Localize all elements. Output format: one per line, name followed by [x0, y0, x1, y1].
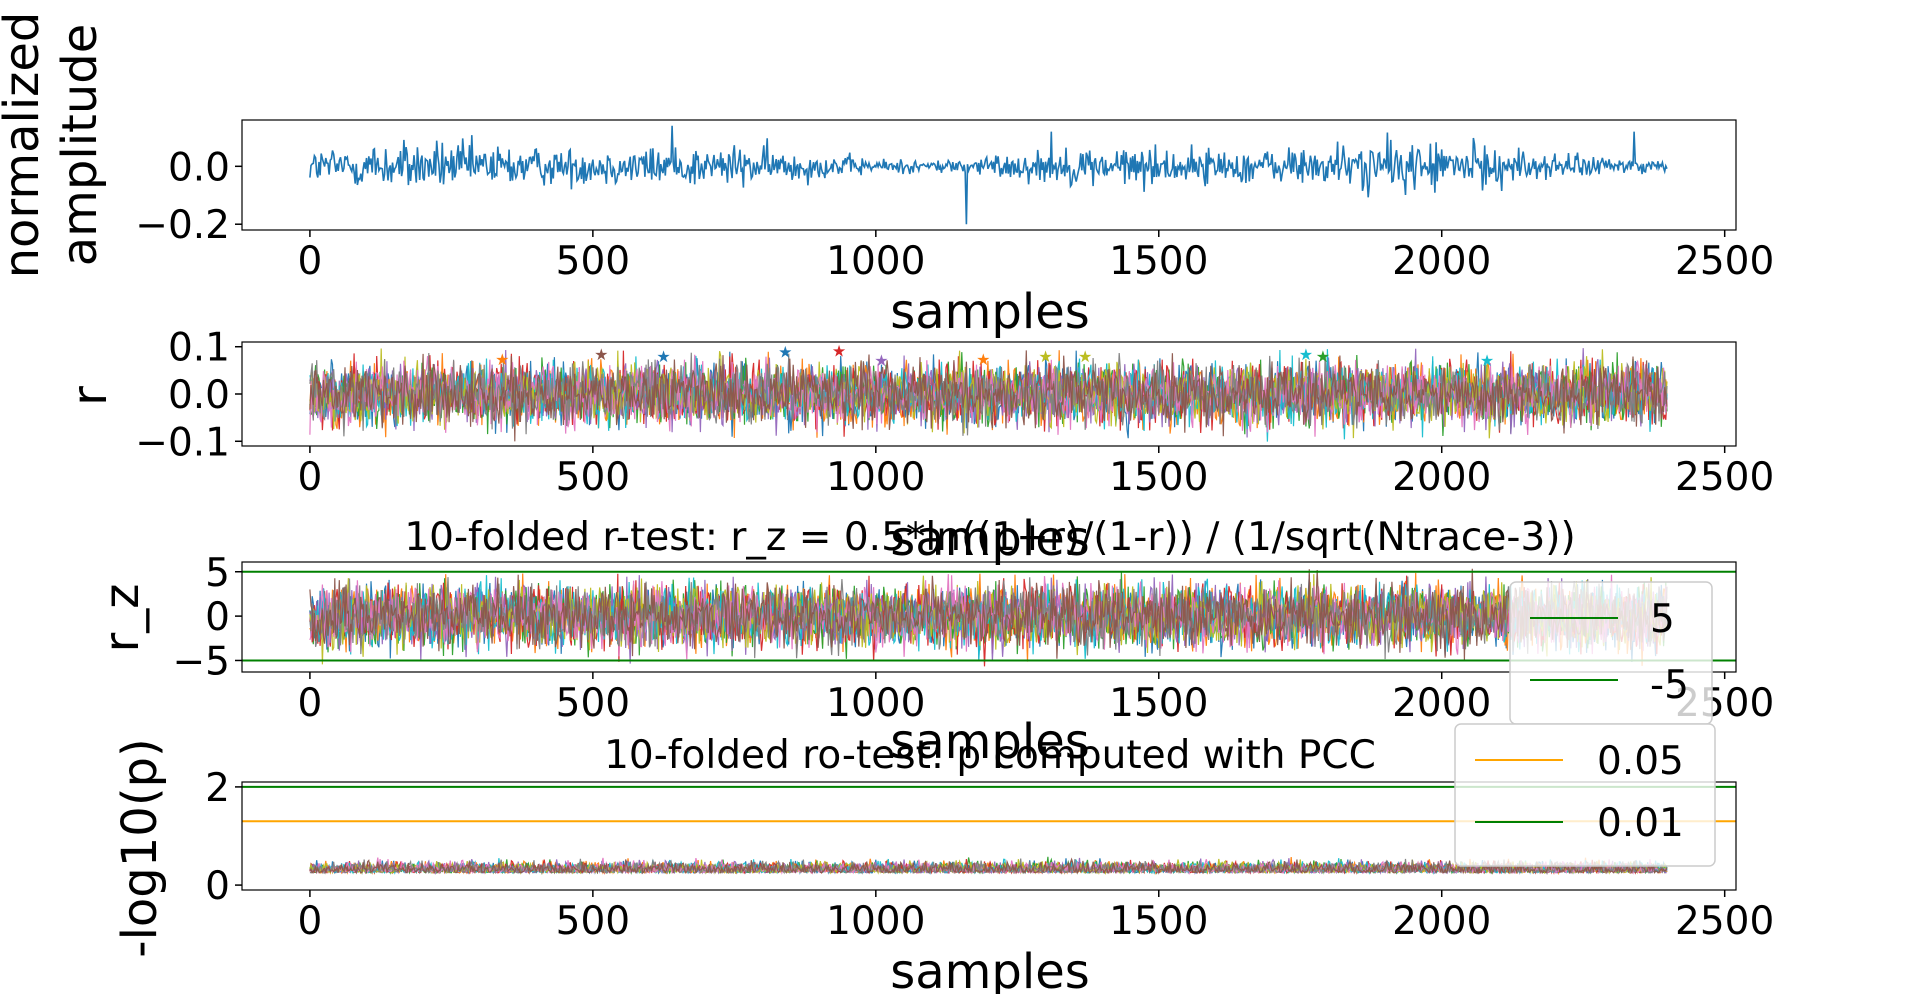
panel3-legend-label-5: 5: [1650, 597, 1675, 642]
panel2-ytick-label: 0.0: [168, 373, 230, 418]
panel4-xtick-label: 1000: [826, 899, 925, 944]
panel1-series-line: [309, 125, 1668, 225]
panel2-ticks: 0 500 1000 1500 2000 2500 0.10.0−0.1: [135, 326, 1774, 500]
panel2-xtick-label: 500: [556, 455, 630, 500]
panel1-xtick-label: 1500: [1109, 239, 1208, 284]
panel2-xtick-label: 2000: [1392, 455, 1491, 500]
panel4-xtick-label: 0: [297, 899, 322, 944]
panel3-ytick-label: 5: [205, 551, 230, 596]
panel1-ticks: 0 500 1000 1500 2000 2500 0.0 −0.2: [135, 145, 1774, 284]
panel4-ytick-label: 0: [205, 864, 230, 909]
panel2-star-marker: ★: [1078, 347, 1092, 366]
panel3-series-group: [309, 568, 1668, 667]
panel3-legend: 5 -5: [1509, 581, 1713, 725]
panel2-xtick-label: 1500: [1109, 455, 1208, 500]
panel2-ytick-label: 0.1: [168, 326, 230, 371]
panel4-ticks: 0 500 1000 1500 2000 2500 2 0: [205, 766, 1774, 944]
panel3-xtick-label: 0: [297, 681, 322, 726]
panel4-axes-frame: [241, 781, 1737, 891]
panel1-series-group: [309, 125, 1668, 225]
panel4-legend-label-005: 0.05: [1597, 739, 1684, 784]
panel3-legend-label-neg5: -5: [1650, 663, 1689, 708]
panel3-xtick-label: 500: [556, 681, 630, 726]
panel1-xlabel: samples: [890, 284, 1090, 340]
panel-amplitude: normalized amplitude 0 500 1000 1500 2000 250…: [0, 12, 1774, 340]
panel3-axes-frame: [241, 561, 1737, 673]
panel4-xtick-label: 500: [556, 899, 630, 944]
panel4-xtick-label: 2000: [1392, 899, 1491, 944]
panel4-series-line: [309, 857, 1668, 875]
panel2-xtick-label: 1000: [826, 455, 925, 500]
panel2-star-marker: ★: [656, 347, 670, 366]
panel-rz: 10-folded r-test: r_z = 0.5*ln((1+r)/(1-…: [94, 515, 1774, 770]
panel2-star-marker: ★: [594, 345, 608, 364]
panel2-star-marker: ★: [832, 342, 846, 361]
panel4-xtick-label: 2500: [1675, 899, 1774, 944]
panel2-star-marker: ★: [495, 350, 509, 369]
panel3-xtick-label: 2000: [1392, 681, 1491, 726]
panel4-ylabel: -log10(p): [112, 738, 168, 958]
panel1-xtick-label: 1000: [826, 239, 925, 284]
panel3-series-line: [309, 568, 1668, 661]
panel4-xtick-label: 1500: [1109, 899, 1208, 944]
panel4-title: 10-folded ro-test: p computed with PCC: [604, 733, 1376, 778]
panel2-star-marker: ★: [1480, 351, 1494, 370]
panel3-xlabel: samples: [890, 714, 1090, 770]
panel1-xtick-label: 2000: [1392, 239, 1491, 284]
panel3-ytick-label: −5: [173, 639, 231, 684]
panel2-series-group: [309, 348, 1668, 442]
panel-logp: 10-folded ro-test: p computed with PCC -…: [112, 723, 1774, 994]
panel1-ytick-label: −0.2: [135, 203, 230, 248]
panel2-xtick-label: 0: [297, 455, 322, 500]
panel2-ytick-label: −0.1: [135, 420, 230, 465]
panel-r: r ★ ★ ★ ★ ★ ★ ★ ★ ★ ★ ★ ★ 0 500 1000 1500 2000 25000.10.…: [62, 326, 1774, 567]
panel2-star-marker: ★: [1038, 347, 1052, 366]
panel3-xtick-label: 1500: [1109, 681, 1208, 726]
panel2-series-line: [309, 350, 1668, 442]
panel1-ylabel-line2: amplitude: [52, 24, 108, 267]
panel2-ylabel: r: [62, 386, 118, 406]
panel1-xtick-label: 2500: [1675, 239, 1774, 284]
panel3-ytick-label: 0: [205, 595, 230, 640]
panel4-legend-label-001: 0.01: [1597, 801, 1684, 846]
panel2-star-marker: ★: [1299, 345, 1313, 364]
panel1-xtick-label: 0: [297, 239, 322, 284]
panel4-series-group: [309, 856, 1668, 876]
panel3-xtick-label: 1000: [826, 681, 925, 726]
panel3-title: 10-folded r-test: r_z = 0.5*ln((1+r)/(1-…: [404, 515, 1575, 560]
panel4-xlabel: samples: [890, 944, 1090, 994]
panel2-xlabel: samples: [890, 511, 1090, 567]
panel4-legend: 0.05 0.01: [1454, 723, 1716, 867]
panel3-hline-group: [242, 570, 1736, 662]
panel2-star-marker: ★: [874, 351, 888, 370]
panel2-star-marker: ★: [778, 342, 792, 361]
panel2-star-marker: ★: [1316, 347, 1330, 366]
panel2-xtick-label: 2500: [1675, 455, 1774, 500]
panel1-xtick-label: 500: [556, 239, 630, 284]
panel3-ylabel: r_z: [94, 584, 150, 653]
panel2-star-marker: ★: [976, 350, 990, 369]
panel1-axes-frame: [241, 119, 1737, 231]
panel4-ytick-label: 2: [205, 766, 230, 811]
panel3-series-line: [309, 576, 1668, 660]
panel1-ytick-label: 0.0: [168, 145, 230, 190]
panel1-ylabel-line1: normalized: [0, 12, 50, 279]
panel2-marker-group: ★ ★ ★ ★ ★ ★ ★ ★ ★ ★ ★ ★: [495, 342, 1494, 370]
